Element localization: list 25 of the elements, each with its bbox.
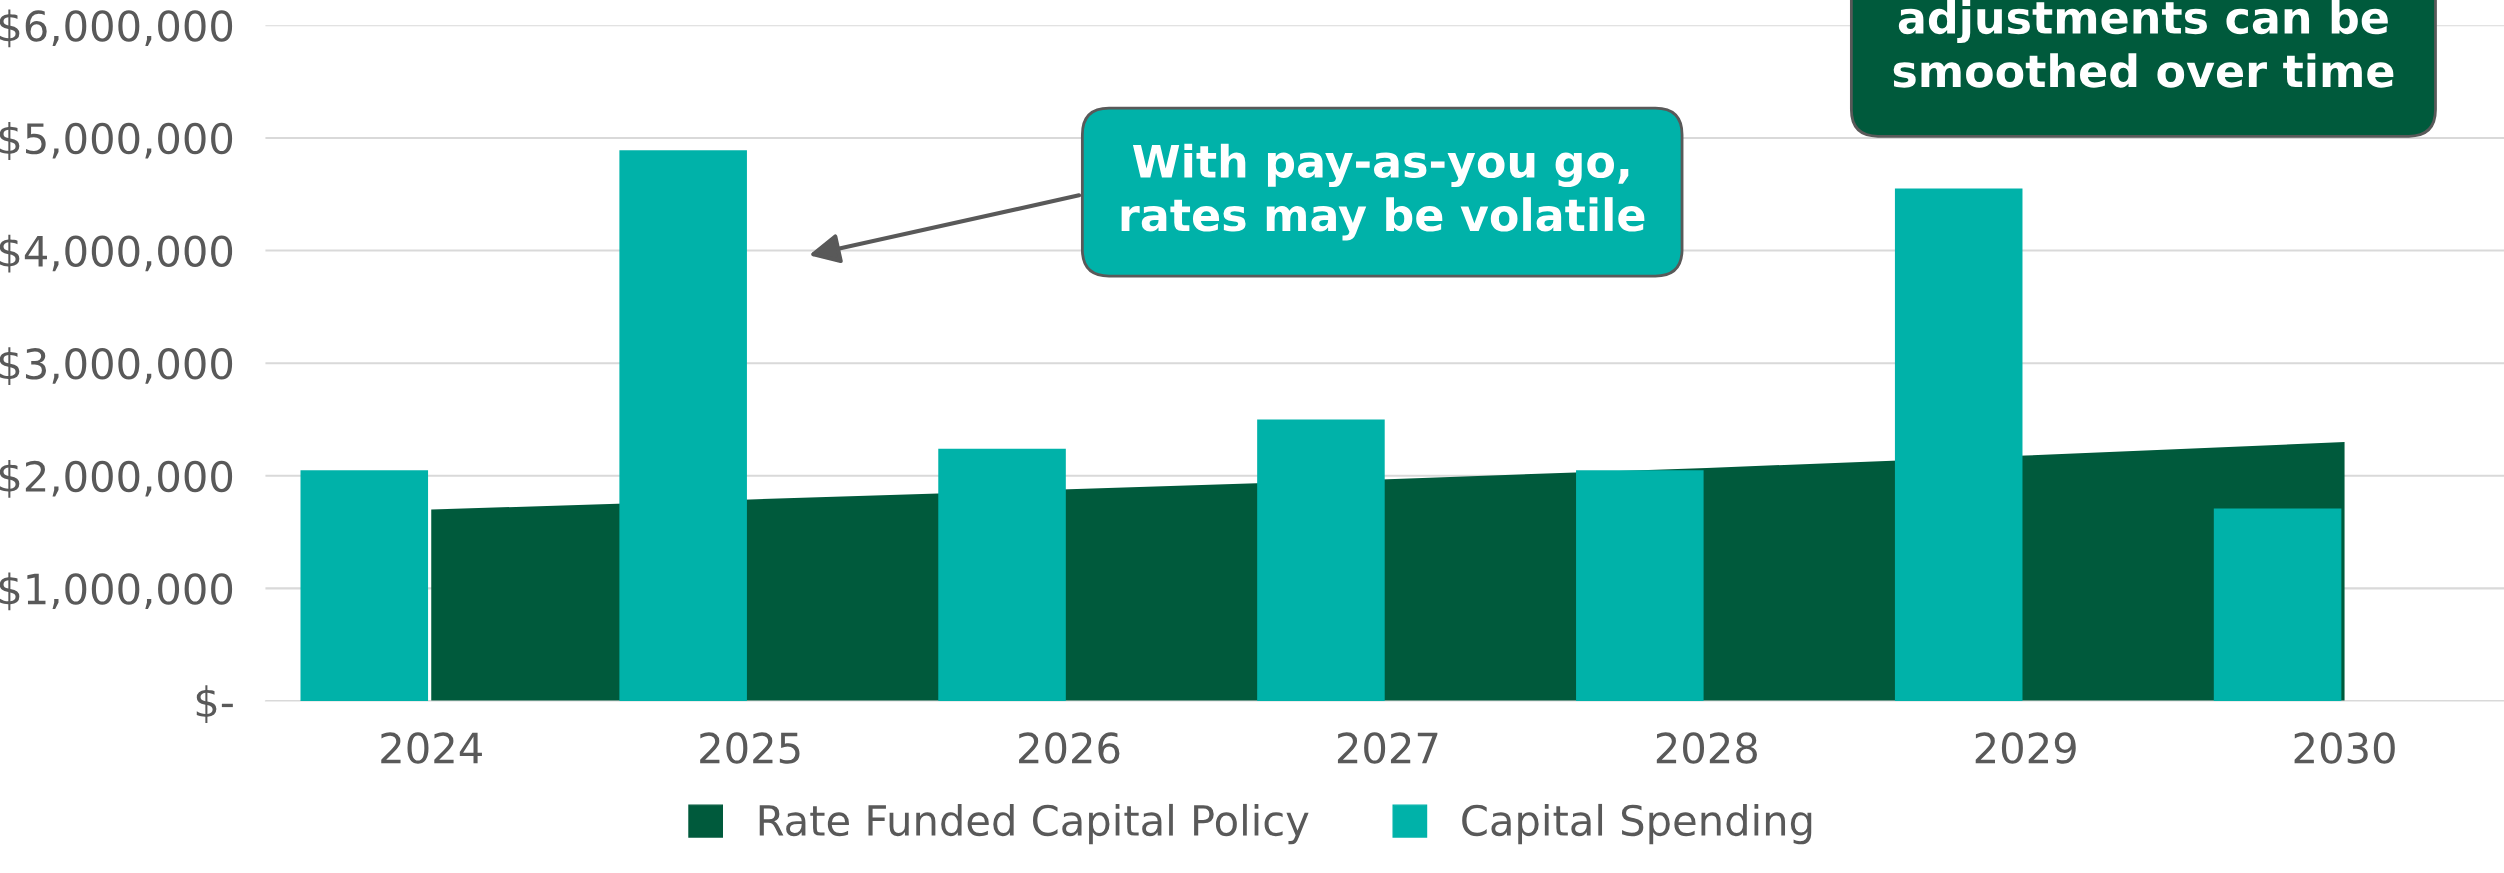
y-tick-label: $5,000,000 [0,122,233,160]
annotation: With pay-as-you go, rates may be volatile [1121,143,1645,241]
annotation: adjustments can be smoothed over time [1893,0,2394,88]
y-tick-label: $3,000,000 [0,347,233,386]
y-tick-label: $4,000,000 [0,234,233,273]
y-tick-label: $1,000,000 [0,572,233,611]
x-tick-label: 2025 [700,732,800,764]
x-tick-label: 2029 [1975,732,2076,764]
legend-label: Rate Funded Capital Policy [759,803,1309,845]
x-tick-label: 2030 [2294,732,2395,764]
legend-label: Capital Spending [1462,803,1812,845]
bar [1894,188,2023,702]
x-tick-label: 2026 [1019,732,1120,764]
y-tick-label: $6,000,000 [0,9,233,48]
x-tick-label: 2027 [1337,732,1438,764]
y-tick-label: $- [196,685,233,723]
x-tick-label: 2024 [381,732,482,764]
bar [1576,470,1704,702]
bar [300,470,429,702]
x-tick-label: 2028 [1656,732,1757,764]
bar [619,150,747,702]
bar [1257,419,1385,702]
bar [2213,508,2342,702]
bar [938,448,1066,702]
y-tick-label: $2,000,000 [0,459,233,498]
